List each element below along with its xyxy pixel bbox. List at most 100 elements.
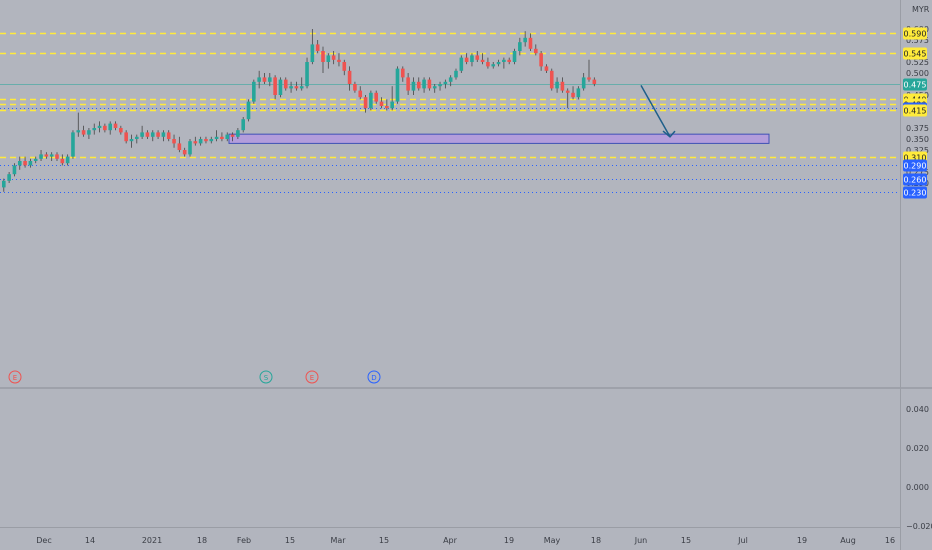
candle-body	[401, 68, 405, 78]
candle-body	[198, 139, 203, 144]
level-tag-0.290	[903, 159, 927, 172]
candle-body	[454, 70, 458, 78]
time-tick-label: Jun	[634, 536, 648, 545]
event-letter: S	[264, 374, 269, 382]
time-tick-label: Aug	[840, 536, 856, 545]
candle-body	[220, 136, 224, 139]
candle-body	[71, 132, 75, 157]
candle-body	[188, 141, 192, 155]
candle-body	[241, 119, 245, 131]
candle-body	[587, 77, 591, 80]
candle-body	[353, 84, 357, 91]
candle-body	[502, 59, 506, 62]
indicator-tick-label: −0.020	[906, 522, 932, 531]
candle-body	[108, 123, 112, 131]
level-tag-label: 0.415	[904, 107, 927, 116]
candle-body	[7, 174, 11, 181]
event-marker-dividend[interactable]	[367, 370, 381, 384]
time-tick-label: 15	[285, 536, 295, 545]
candle-body	[315, 44, 320, 51]
price-tick-label: 0.525	[906, 58, 929, 67]
time-tick-label: Jul	[737, 536, 748, 545]
current-price-label: 0.475	[904, 81, 927, 90]
level-tag-0.545	[903, 47, 927, 60]
candle-body	[17, 161, 22, 166]
event-marker-earnings[interactable]	[8, 370, 22, 384]
candle-body	[491, 64, 496, 67]
candle-body	[177, 143, 182, 150]
candle-body	[464, 57, 469, 62]
event-marker-split[interactable]	[259, 370, 273, 384]
candle-body	[518, 42, 522, 51]
candle-body	[369, 92, 373, 109]
price-tick-label: 0.275	[906, 168, 929, 177]
candle-body	[92, 128, 97, 131]
level-tag-0.260	[903, 173, 927, 186]
candle-body	[60, 158, 65, 164]
candle-body	[486, 62, 490, 67]
arrow-shaft[interactable]	[640, 84, 671, 138]
candle-body	[581, 77, 586, 89]
candle-body	[337, 59, 341, 62]
time-tick-label: 18	[591, 536, 601, 545]
candle-body	[33, 158, 38, 161]
candle-body	[209, 139, 214, 142]
candle-body	[395, 68, 400, 102]
candle-body	[150, 132, 155, 137]
candle-body	[555, 81, 559, 89]
candle-body	[103, 125, 107, 131]
time-tick-label: 15	[379, 536, 389, 545]
time-axis[interactable]: Dec 14 2021 18 Feb 15 Mar 15 Apr 19 May 18 Jun 15 Jul 1…	[36, 536, 895, 545]
candle-body	[230, 134, 235, 137]
level-tag-label: 0.310	[904, 154, 927, 163]
level-tag-label: 0.260	[904, 176, 927, 185]
time-tick-label: 19	[504, 536, 514, 545]
candle-body	[305, 62, 309, 87]
indicator-tick-label: 0.020	[906, 444, 929, 453]
projection-arrow[interactable]	[640, 84, 676, 138]
level-tag-label: 0.590	[904, 30, 927, 39]
indicator-tick-label: 0.040	[906, 405, 929, 414]
candle-body	[273, 77, 277, 95]
candle-body	[571, 92, 575, 98]
event-marker-earnings[interactable]	[305, 370, 319, 384]
candle-body	[294, 86, 299, 89]
candle-body	[480, 59, 485, 62]
candle-body	[23, 161, 27, 166]
time-tick-label: 18	[197, 536, 207, 545]
candle-body	[363, 97, 368, 109]
price-tick-label: 0.325	[906, 146, 929, 155]
time-tick-label: 14	[85, 536, 95, 545]
price-tick-label: 0.375	[906, 124, 929, 133]
indicator-axis[interactable]: 0.040 0.020 0.000 −0.020	[906, 405, 932, 531]
candle-body	[119, 128, 123, 133]
target-zone-rect[interactable]	[228, 133, 770, 144]
candle-body	[129, 139, 134, 142]
level-tag-label: 0.545	[904, 50, 927, 59]
candle-body	[475, 55, 480, 60]
candle-body	[97, 125, 102, 128]
candle-body	[49, 154, 54, 157]
candle-body	[113, 123, 118, 128]
arrow-head	[662, 130, 676, 138]
candle-body	[289, 86, 293, 89]
candle-body	[390, 101, 394, 109]
candle-body	[507, 59, 511, 62]
horizontal-levels	[0, 32, 900, 193]
level-tag-0.590	[903, 27, 927, 40]
candle-body	[124, 132, 128, 142]
candle-body	[443, 81, 448, 84]
candle-body	[342, 62, 347, 71]
candle-body	[528, 37, 533, 49]
candle-body	[214, 136, 219, 139]
price-tick-label: 0.575	[906, 36, 929, 45]
price-tick-label: 0.500	[906, 69, 929, 78]
candle-body	[65, 156, 70, 164]
candle-body	[432, 86, 437, 89]
candle-body	[140, 132, 144, 137]
target-zone[interactable]	[228, 133, 770, 144]
candle-body	[299, 86, 304, 89]
